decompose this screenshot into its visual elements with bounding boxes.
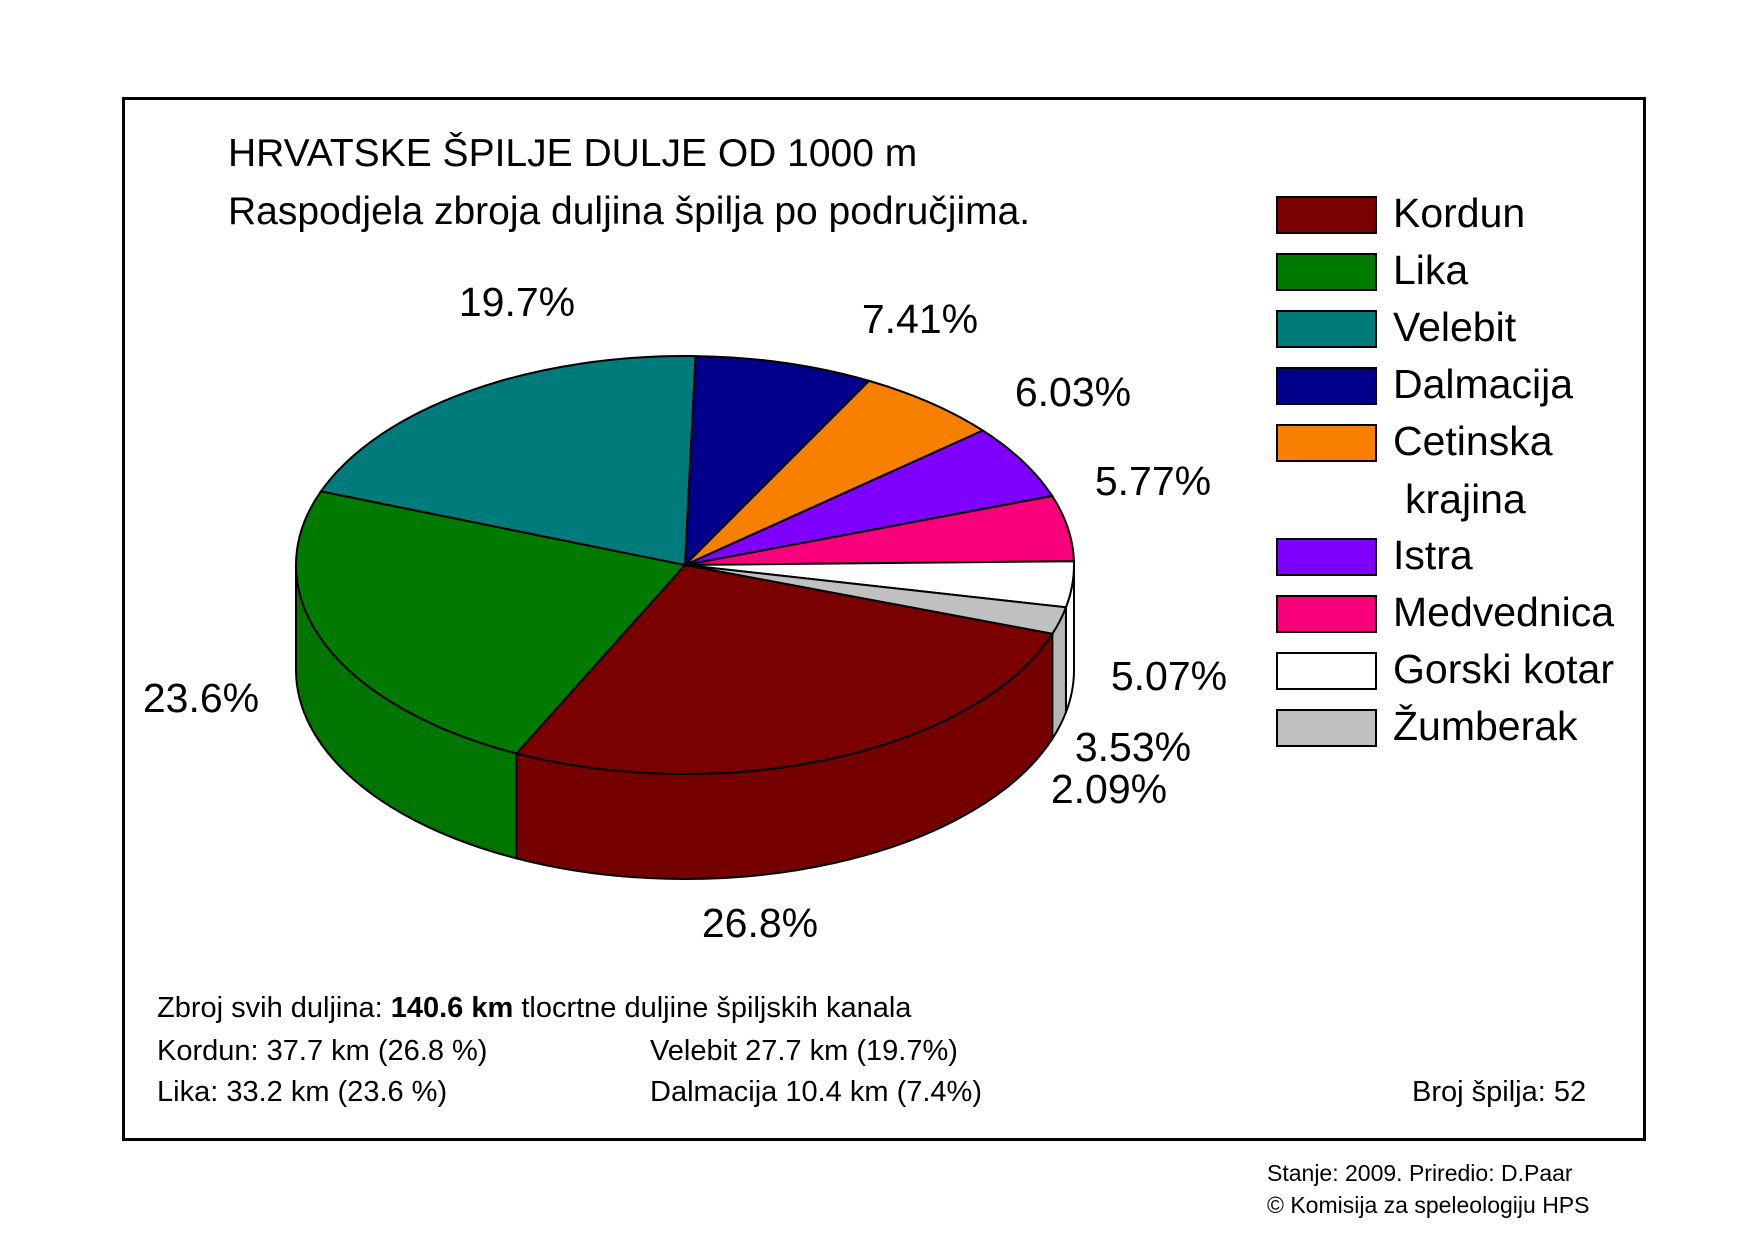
legend-swatch <box>1276 595 1377 633</box>
sum-prefix: Zbroj svih duljina: <box>157 992 391 1024</box>
legend-label: Dalmacija <box>1393 361 1573 407</box>
pie-slice-velebit <box>319 355 697 567</box>
chart-subtitle: Raspodjela zbroja duljina špilja po podr… <box>228 190 1031 233</box>
legend-label: Gorski kotar <box>1393 646 1614 692</box>
legend-label: Medvednica <box>1393 589 1615 635</box>
cave-count: Broj špilja: 52 <box>1412 1076 1587 1108</box>
data-label-kordun: 26.8% <box>702 900 818 946</box>
sum-suffix: tlocrtne duljine špiljskih kanala <box>513 992 912 1024</box>
legend-swatch <box>1276 253 1377 291</box>
pie-slice-cetinska-krajina <box>684 379 985 566</box>
legend-label: Lika <box>1393 247 1469 293</box>
data-label-lika: 23.6% <box>143 675 259 721</box>
pie-slice-lika <box>295 490 687 755</box>
data-label-istra: 5.77% <box>1095 458 1211 504</box>
chart-title: HRVATSKE ŠPILJE DULJE OD 1000 m <box>228 132 918 175</box>
pie-slice-istra <box>684 429 1054 566</box>
kordun-note: Kordun: 37.7 km (26.8 %) <box>157 1035 488 1067</box>
legend-label-line2: krajina <box>1405 476 1526 522</box>
data-label-gorski-kotar: 3.53% <box>1075 724 1191 770</box>
legend-swatch <box>1276 652 1377 690</box>
chart-frame <box>122 97 1646 1141</box>
legend-swatch <box>1276 424 1377 462</box>
legend-label: Kordun <box>1393 190 1526 236</box>
sum-note: Zbroj svih duljina: 140.6 km tlocrtne du… <box>157 992 911 1025</box>
legend-label: Istra <box>1393 532 1473 578</box>
legend-label: Cetinska <box>1393 418 1553 464</box>
legend-swatch <box>1276 310 1377 348</box>
pie-slice-dalmacija <box>683 355 871 568</box>
data-label-dalmacija: 7.41% <box>862 296 978 342</box>
pie-data-labels: 26.8% 23.6% 19.7% 7.41% 6.03% 5.77% 5.07% 3.53%… <box>143 279 1227 946</box>
legend-swatch <box>1276 196 1377 234</box>
lika-note: Lika: 33.2 km (23.6 %) <box>157 1076 448 1108</box>
pie-slice-kordun <box>514 563 1055 775</box>
legend-label: Velebit <box>1393 304 1517 350</box>
legend-swatch <box>1276 367 1377 405</box>
data-label-velebit: 19.7% <box>459 279 575 325</box>
data-label-žumberak: 2.09% <box>1051 766 1167 812</box>
data-label-medvednica: 5.07% <box>1111 653 1227 699</box>
pie-top-faces <box>295 355 1075 775</box>
dalmacija-note: Dalmacija 10.4 km (7.4%) <box>650 1076 982 1108</box>
legend-label: Žumberak <box>1393 703 1578 749</box>
velebit-note: Velebit 27.7 km (19.7%) <box>650 1035 958 1067</box>
legend-swatch <box>1276 538 1377 576</box>
legend-swatch <box>1276 709 1377 747</box>
credit-line2: © Komisija za speleologiju HPS <box>1267 1192 1590 1218</box>
sum-value: 140.6 km <box>390 992 514 1024</box>
pie-slice-žumberak <box>684 564 1068 635</box>
data-label-cetinska-krajina: 6.03% <box>1015 369 1131 415</box>
credit-line1: Stanje: 2009. Priredio: D.Paar <box>1267 1160 1573 1186</box>
